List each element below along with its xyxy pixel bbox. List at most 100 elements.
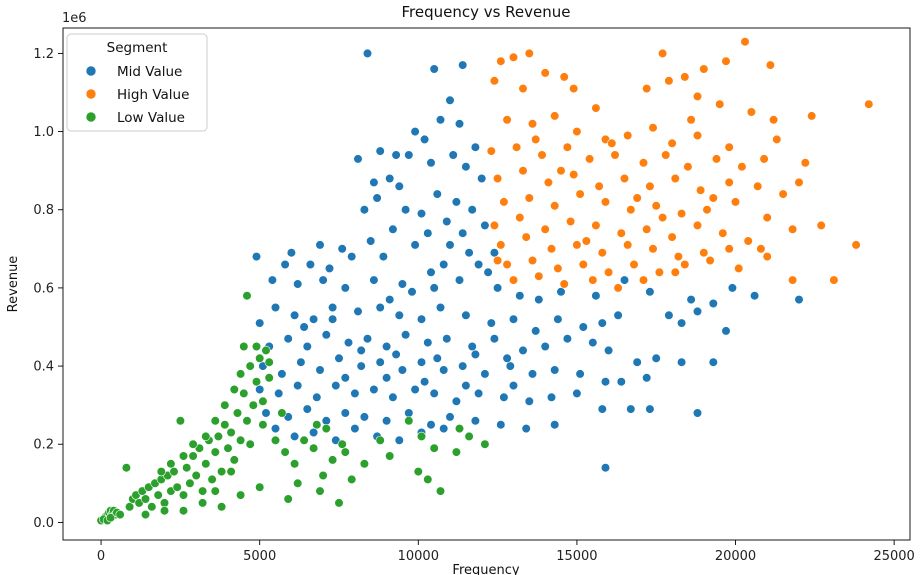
data-point	[277, 408, 287, 418]
data-point	[508, 275, 519, 285]
data-point	[499, 392, 509, 402]
data-point	[410, 127, 420, 137]
data-point	[236, 369, 246, 379]
data-point	[258, 420, 268, 430]
data-point	[236, 435, 246, 445]
data-point	[416, 357, 427, 367]
data-point	[283, 334, 293, 344]
data-point	[756, 244, 766, 254]
data-point	[191, 470, 201, 481]
data-point	[531, 134, 541, 144]
data-point	[385, 295, 395, 305]
data-point	[489, 248, 500, 258]
data-point	[648, 244, 658, 254]
data-point	[255, 384, 265, 395]
data-point	[207, 474, 217, 485]
data-point	[572, 127, 582, 137]
data-point	[676, 318, 687, 328]
y-tick-label: 1.2	[33, 47, 54, 62]
data-point	[270, 435, 281, 445]
legend-entry: High Value	[117, 87, 189, 103]
data-point	[829, 275, 839, 285]
data-point	[451, 447, 462, 457]
legend-entry: Mid Value	[117, 64, 182, 80]
data-point	[511, 142, 522, 152]
data-point	[435, 302, 446, 313]
data-point	[572, 388, 582, 399]
data-point	[603, 267, 614, 277]
legend-entry: Low Value	[117, 110, 185, 126]
data-point	[270, 302, 281, 313]
data-point	[188, 439, 198, 449]
data-point	[489, 220, 500, 230]
data-point	[328, 302, 338, 313]
data-point	[245, 439, 255, 449]
data-point	[600, 377, 611, 387]
y-tick-label: 0.6	[33, 281, 54, 296]
data-point	[454, 424, 465, 434]
data-point	[156, 467, 166, 477]
data-point	[369, 275, 379, 285]
data-point	[404, 416, 414, 426]
data-point	[686, 295, 696, 305]
data-point	[429, 388, 439, 399]
data-point	[623, 240, 633, 250]
data-point	[759, 154, 769, 164]
data-point	[356, 345, 366, 356]
data-point	[654, 267, 665, 277]
data-point	[359, 412, 370, 422]
legend-marker	[85, 111, 97, 123]
data-point	[597, 248, 607, 258]
x-tick-label: 15000	[556, 549, 597, 564]
data-point	[527, 255, 538, 266]
data-point	[575, 369, 585, 379]
chart-title: Frequency vs Revenue	[401, 3, 570, 21]
data-point	[578, 322, 588, 332]
data-point	[416, 209, 427, 219]
data-point	[353, 154, 363, 164]
data-point	[477, 173, 487, 184]
data-point	[692, 130, 703, 141]
data-point	[239, 388, 249, 399]
data-point	[740, 37, 750, 47]
legend-box	[66, 33, 208, 132]
data-point	[226, 467, 236, 477]
data-point	[499, 197, 509, 207]
data-point	[708, 298, 718, 309]
data-point	[540, 341, 550, 352]
data-point	[312, 420, 322, 430]
x-tick-label: 20000	[715, 549, 756, 564]
data-point	[521, 424, 531, 434]
data-point	[746, 107, 757, 117]
data-point	[524, 396, 534, 406]
data-point	[807, 111, 817, 121]
data-point	[401, 205, 411, 215]
data-point	[597, 404, 607, 414]
data-point	[378, 252, 389, 262]
data-point	[429, 443, 439, 453]
data-point	[324, 263, 335, 274]
data-point	[502, 115, 512, 125]
data-point	[369, 177, 379, 187]
data-point	[223, 443, 233, 453]
data-point	[382, 416, 392, 426]
data-point	[695, 185, 706, 195]
data-point	[340, 283, 350, 293]
data-point	[321, 330, 331, 340]
data-point	[496, 420, 506, 430]
data-point	[251, 377, 262, 387]
data-point	[255, 482, 265, 492]
data-point	[318, 470, 328, 481]
data-point	[613, 283, 623, 293]
scatter-points	[96, 37, 874, 526]
data-point	[267, 275, 278, 285]
data-point	[385, 451, 395, 461]
data-point	[274, 388, 284, 399]
data-point	[366, 236, 376, 246]
data-point	[470, 416, 481, 426]
data-point	[175, 416, 185, 426]
x-tick-label: 10000	[398, 549, 439, 564]
data-point	[626, 404, 636, 414]
data-point	[394, 310, 404, 320]
data-point	[401, 330, 411, 340]
